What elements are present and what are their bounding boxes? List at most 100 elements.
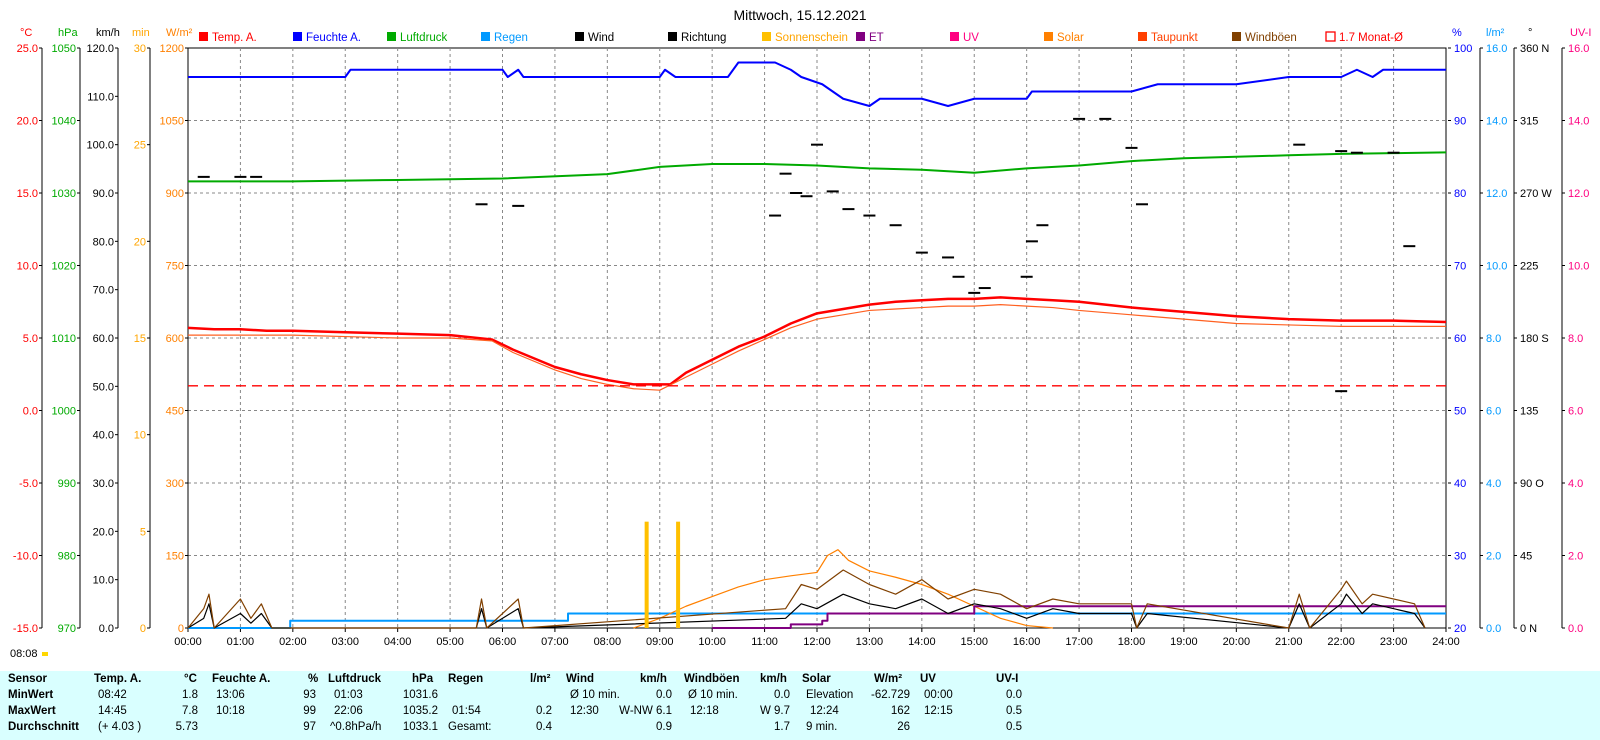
- stats-header-sensor: Sensor: [8, 673, 47, 685]
- right-axis-tick-label: 12.0: [1486, 188, 1507, 200]
- direction-mark: [1387, 151, 1400, 154]
- direction-mark: [811, 143, 823, 146]
- stats-avg-uv-value: 0.5: [1006, 721, 1022, 733]
- left-axis-unit-4: W/m²: [166, 27, 193, 39]
- direction-mark: [1403, 245, 1416, 248]
- right-axis-tick-label: 8.0: [1486, 333, 1501, 345]
- left-axis-tick-label: 1010: [52, 333, 76, 345]
- right-axis-tick-label: 14.0: [1486, 116, 1507, 128]
- x-axis-tick-label: 17:00: [1065, 636, 1093, 648]
- left-axis-tick-label: 80.0: [93, 236, 114, 248]
- direction-mark: [790, 192, 803, 194]
- right-axis-tick-label: 80: [1454, 188, 1466, 200]
- stats-min-temp-value: 1.8: [182, 689, 198, 701]
- left-axis-tick-label: 0: [178, 623, 184, 635]
- left-axis-tick-label: 1200: [160, 43, 184, 55]
- right-axis-tick-label: 315: [1520, 116, 1538, 128]
- direction-mark: [1025, 240, 1038, 243]
- x-axis-tick-label: 20:00: [1223, 636, 1251, 648]
- legend-label-6: Sonnenschein: [775, 32, 848, 44]
- direction-mark: [1335, 150, 1348, 153]
- left-axis-tick-label: 20.0: [93, 526, 114, 538]
- x-axis-tick-label: 02:00: [279, 636, 307, 648]
- x-axis-tick-label: 07:00: [541, 636, 569, 648]
- x-axis-tick-label: 14:00: [908, 636, 936, 648]
- left-axis-tick-label: 600: [166, 333, 184, 345]
- legend-label-8: UV: [963, 32, 979, 44]
- x-axis-tick-label: 10:00: [698, 636, 726, 648]
- left-axis-tick-label: 150: [166, 551, 184, 563]
- stats-min-wind-value: 0.0: [656, 689, 672, 701]
- x-axis-tick-label: 16:00: [1013, 636, 1041, 648]
- right-axis-tick-label: 135: [1520, 406, 1538, 418]
- left-axis-unit-1: hPa: [58, 27, 78, 39]
- legend-swatch: [668, 32, 677, 41]
- stats-header-feuchte: Feuchte A.: [212, 673, 271, 685]
- legend-label-5: Richtung: [681, 32, 726, 44]
- right-axis-tick-label: 10.0: [1486, 261, 1507, 273]
- stats-avg-solar-label: 9 min.: [806, 721, 838, 733]
- left-axis-tick-label: 40.0: [93, 430, 114, 442]
- right-axis-tick-label: 0 N: [1520, 623, 1537, 635]
- stats-header-wind: Wind: [566, 673, 594, 685]
- direction-mark: [475, 203, 488, 206]
- stats-header-wind-unit: km/h: [640, 673, 667, 685]
- right-axis-tick-label: 180 S: [1520, 333, 1549, 345]
- left-axis-tick-label: 120.0: [86, 43, 114, 55]
- x-axis-tick-label: 05:00: [436, 636, 464, 648]
- left-axis-tick-label: 15: [134, 333, 146, 345]
- right-axis-tick-label: 60: [1454, 333, 1466, 345]
- left-axis-tick-label: 70.0: [93, 285, 114, 297]
- x-axis-tick-label: 22:00: [1327, 636, 1355, 648]
- stats-max-regen-value: 0.2: [536, 705, 552, 717]
- left-axis-tick-label: -15.0: [13, 623, 38, 635]
- left-axis-tick-label: 1000: [52, 406, 76, 418]
- right-axis-tick-label: 90: [1454, 116, 1466, 128]
- legend-label-11: Windböen: [1245, 32, 1297, 44]
- x-axis-tick-label: 09:00: [646, 636, 674, 648]
- stats-min-luft-value: 1031.6: [402, 689, 438, 701]
- x-axis-tick-label: 08:00: [594, 636, 622, 648]
- sunshine-bar: [644, 521, 649, 628]
- right-axis-tick-label: 2.0: [1568, 551, 1583, 563]
- right-axis-tick-label: 16.0: [1568, 43, 1589, 55]
- legend-swatch: [387, 32, 396, 41]
- stats-avg-solar-value: 26: [897, 721, 910, 733]
- legend-label-4: Wind: [588, 32, 614, 44]
- stats-max-solar-value: 162: [890, 705, 910, 717]
- direction-mark: [1350, 151, 1363, 154]
- stats-max-boen-time: 12:18: [690, 705, 719, 717]
- left-axis-tick-label: 1040: [52, 116, 76, 128]
- right-axis-tick-label: 40: [1454, 478, 1466, 490]
- stats-max-luft-time: 22:06: [334, 705, 363, 717]
- stats-min-solar-label: Elevation: [806, 689, 854, 701]
- left-axis-tick-label: 1030: [52, 188, 76, 200]
- stats-min-boen-label: Ø 10 min.: [688, 689, 738, 701]
- legend-swatch: [199, 32, 208, 41]
- left-axis-tick-label: 90.0: [93, 188, 114, 200]
- direction-mark: [863, 214, 876, 217]
- stats-avg-feuchte-value: 97: [303, 721, 316, 733]
- left-axis-tick-label: 980: [58, 551, 76, 563]
- series-line-luftdruck: [188, 151, 1447, 183]
- sunshine-bar: [676, 521, 681, 628]
- legend-swatch: [762, 32, 771, 41]
- stats-max-uv-time: 12:15: [924, 705, 953, 717]
- stats-header-boen-unit: km/h: [760, 673, 787, 685]
- direction-mark: [800, 195, 813, 198]
- left-axis-unit-3: min: [132, 27, 150, 39]
- right-axis-unit-0: %: [1452, 27, 1462, 39]
- right-axis-tick-label: 225: [1520, 261, 1538, 273]
- direction-mark: [952, 275, 965, 278]
- stats-min-luft-time: 01:03: [334, 689, 363, 701]
- legend-swatch: [950, 32, 959, 41]
- stats-max-regen-time: 01:54: [452, 705, 481, 717]
- stats-header-luft-unit: hPa: [412, 673, 434, 685]
- legend-swatch: [481, 32, 490, 41]
- left-axis-tick-label: 10.0: [93, 575, 114, 587]
- direction-mark: [1036, 224, 1049, 227]
- direction-mark: [1135, 203, 1148, 206]
- series-line-et: [712, 605, 1446, 629]
- stats-avg-regen-label: Gesamt:: [448, 721, 492, 733]
- left-axis-tick-label: 5: [140, 526, 146, 538]
